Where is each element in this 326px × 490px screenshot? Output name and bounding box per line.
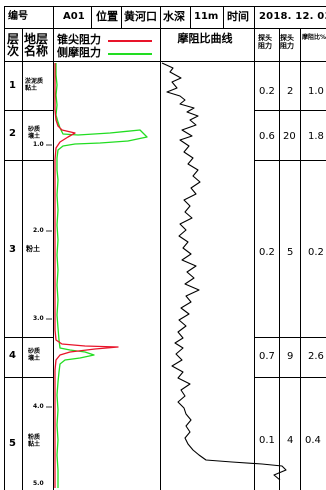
legend-cone-label: 锥尖阻力 bbox=[57, 33, 101, 46]
probe-sleeve-header: 探头阻力 bbox=[280, 34, 294, 50]
rule-h3 bbox=[190, 6, 191, 28]
layer-name-header: 地层名称 bbox=[24, 32, 49, 58]
layer-1-no: 1 bbox=[9, 80, 16, 91]
friction-ratio-header: 摩阻比曲线 bbox=[177, 32, 233, 45]
layer-1-ratio: 1.0 bbox=[308, 86, 324, 97]
no-value: A01 bbox=[63, 11, 85, 22]
layer-3-cone: 0.2 bbox=[259, 247, 275, 258]
layer-no-header: 层次 bbox=[7, 32, 20, 58]
legend-cone-line bbox=[108, 40, 152, 42]
rule-h1 bbox=[91, 6, 92, 28]
rule-left bbox=[4, 6, 5, 490]
layer-4-cone: 0.7 bbox=[259, 351, 275, 362]
depth-tick-5: 5.0 bbox=[33, 480, 44, 487]
layer-1-name: 淤泥质黏土 bbox=[25, 78, 44, 92]
depth-ticks bbox=[46, 144, 52, 408]
layer-1-sleeve: 2 bbox=[287, 86, 294, 97]
layer-5-name: 粉质黏土 bbox=[28, 434, 41, 448]
layer-2-no: 2 bbox=[9, 128, 16, 139]
rule-h2 bbox=[121, 6, 122, 28]
location-label: 位置 bbox=[96, 10, 118, 23]
rule-header1 bbox=[4, 28, 326, 29]
layer-3-sleeve: 5 bbox=[287, 247, 294, 258]
layer-boundary-4 bbox=[4, 377, 54, 378]
layer-boundary-r1 bbox=[254, 110, 326, 111]
layer-4-no: 4 bbox=[9, 350, 16, 361]
rule-h4 bbox=[223, 6, 224, 28]
layer-boundary-3 bbox=[4, 337, 54, 338]
layer-2-cone: 0.6 bbox=[259, 131, 275, 142]
time-label: 时间 bbox=[227, 10, 249, 23]
probe-ratio-header: 摩阻比% bbox=[302, 34, 326, 41]
layer-3-no: 3 bbox=[9, 244, 16, 255]
layer-4-sleeve: 9 bbox=[287, 351, 294, 362]
layer-boundary-r4 bbox=[254, 377, 326, 378]
location-value: 黄河口 bbox=[124, 10, 157, 23]
no-label: 编号 bbox=[8, 11, 28, 22]
probe-cone-header: 探头阻力 bbox=[258, 34, 272, 50]
depth-tick-1: 1.0 bbox=[33, 141, 44, 148]
layer-5-ratio: 0.4 bbox=[305, 435, 321, 446]
depth-tick-2: 2.0 bbox=[33, 227, 44, 234]
layer-boundary-r2 bbox=[254, 160, 326, 161]
water-depth-value: 11m bbox=[194, 11, 219, 22]
layer-2-ratio: 1.8 bbox=[308, 131, 324, 142]
layer-3-ratio: 0.2 bbox=[308, 247, 324, 258]
time-value: 2018. 12. 03 bbox=[259, 11, 326, 22]
layer-boundary-2 bbox=[4, 160, 54, 161]
layer-1-cone: 0.2 bbox=[259, 86, 275, 97]
rule-col4 bbox=[254, 6, 255, 490]
layer-4-name: 砂质壤土 bbox=[28, 348, 41, 362]
water-depth-label: 水深 bbox=[163, 10, 185, 23]
rule-top bbox=[4, 6, 326, 7]
layer-boundary-1 bbox=[4, 110, 54, 111]
rule-col6 bbox=[300, 28, 301, 490]
rule-header2 bbox=[4, 61, 326, 62]
rule-col1 bbox=[22, 28, 23, 490]
rule-col2 bbox=[53, 6, 54, 490]
layer-2-sleeve: 20 bbox=[283, 131, 296, 142]
friction-ratio-curve bbox=[161, 62, 287, 481]
layer-2-name: 砂质壤土 bbox=[28, 126, 41, 140]
layer-5-no: 5 bbox=[9, 438, 16, 449]
layer-3-name: 粉土 bbox=[26, 245, 40, 253]
depth-tick-4: 4.0 bbox=[33, 403, 44, 410]
legend-sleeve-label: 侧摩阻力 bbox=[57, 46, 101, 59]
sleeve-friction-curve bbox=[55, 63, 148, 488]
layer-5-sleeve: 4 bbox=[287, 435, 294, 446]
rule-col5 bbox=[279, 28, 280, 490]
legend-sleeve-line bbox=[108, 53, 152, 55]
layer-4-ratio: 2.6 bbox=[308, 351, 324, 362]
cone-resistance-curve bbox=[54, 63, 119, 488]
rule-col3 bbox=[160, 6, 161, 490]
layer-5-cone: 0.1 bbox=[259, 435, 275, 446]
depth-tick-3: 3.0 bbox=[33, 315, 44, 322]
layer-boundary-r3 bbox=[254, 337, 326, 338]
